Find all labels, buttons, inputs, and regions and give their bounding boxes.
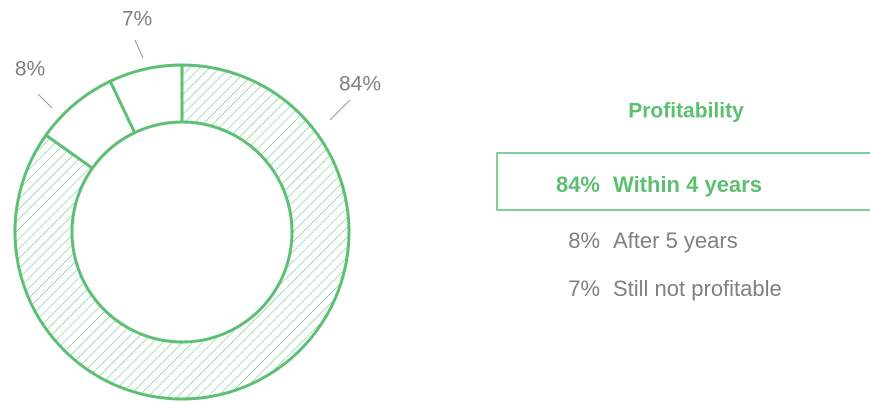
legend-value: 8% <box>568 228 600 253</box>
data-label: 7% <box>122 8 152 31</box>
legend-value: 7% <box>568 276 600 301</box>
data-label: 84% <box>339 73 381 96</box>
leader-line <box>134 39 144 59</box>
legend-title: Profitability <box>628 100 744 123</box>
donut-segment <box>108 63 184 135</box>
legend-label: Within 4 years <box>613 172 762 197</box>
data-label: 8% <box>15 58 45 81</box>
legend-highlight-box <box>496 152 870 211</box>
legend-label: Still not profitable <box>613 276 782 301</box>
legend-value: 84% <box>556 172 600 197</box>
leader-line <box>329 99 351 121</box>
donut-segment <box>13 63 351 401</box>
leader-line <box>37 93 53 109</box>
legend-label: After 5 years <box>613 228 738 253</box>
